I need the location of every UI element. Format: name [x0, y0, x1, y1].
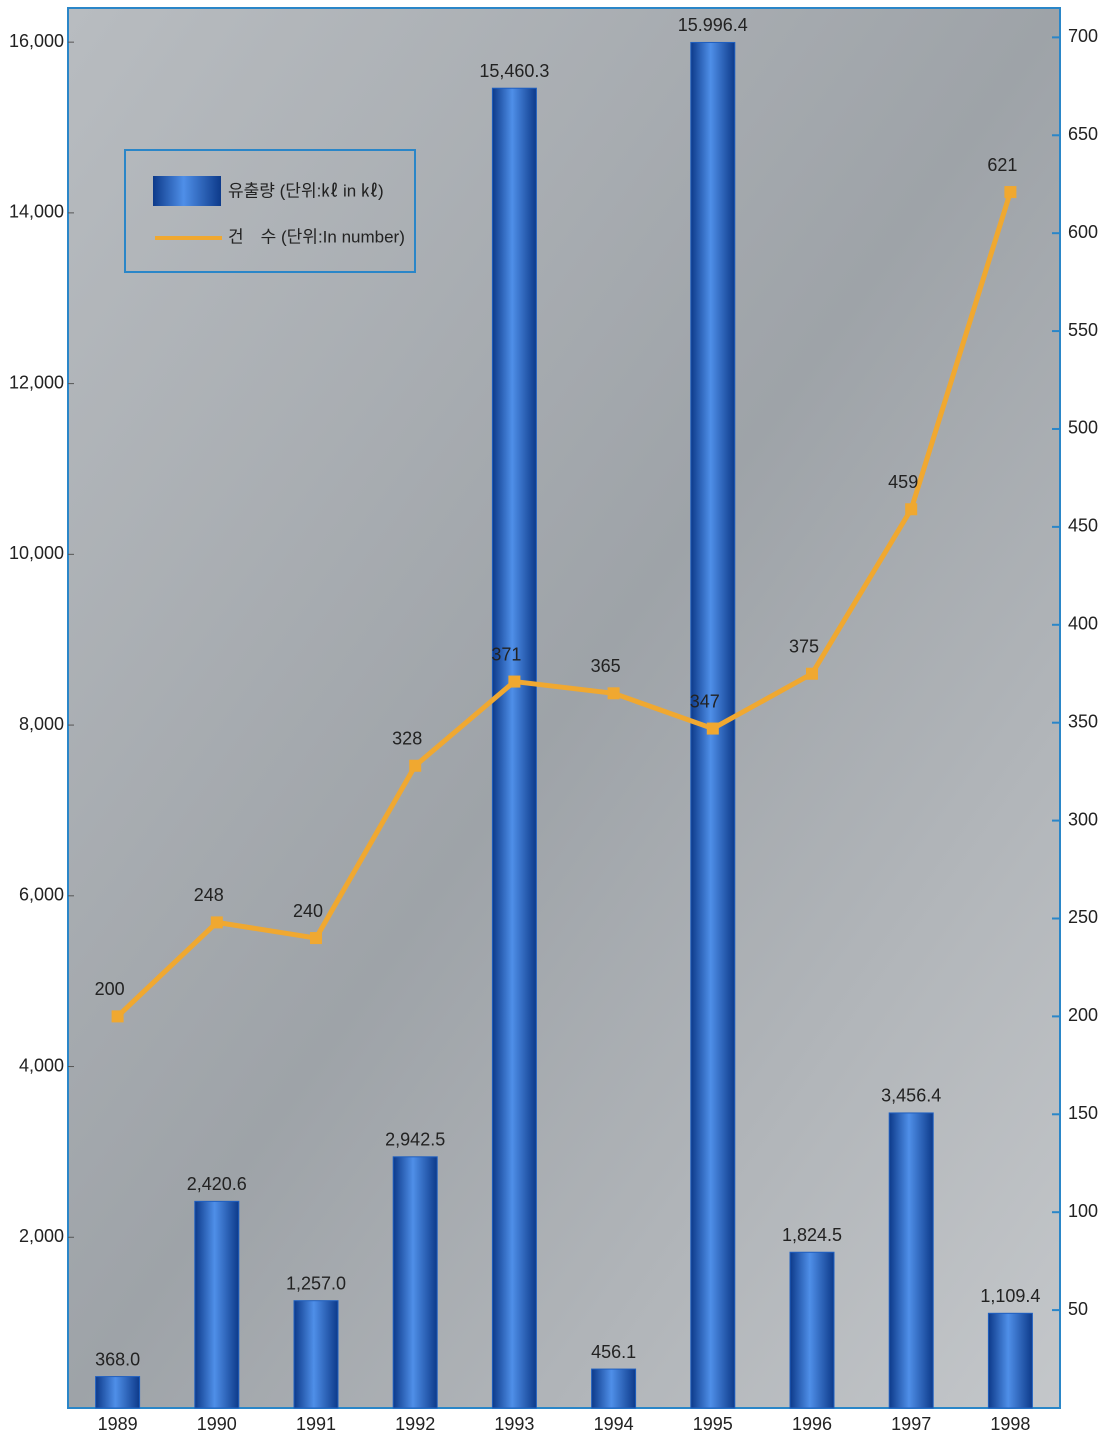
- line-value-label: 200: [95, 979, 125, 999]
- line-value-label: 371: [491, 644, 521, 664]
- y2-tick-label: 500: [1068, 418, 1098, 438]
- line-marker: [409, 759, 422, 772]
- line-value-label: 621: [987, 155, 1017, 175]
- y2-tick-label: 150: [1068, 1103, 1098, 1123]
- bar-value-label: 456.1: [591, 1342, 636, 1362]
- y2-tick-label: 250: [1068, 907, 1098, 927]
- line-value-label: 328: [392, 729, 422, 749]
- bar: [293, 1300, 339, 1409]
- legend-box: [124, 149, 416, 273]
- line-marker: [508, 675, 521, 688]
- x-tick-label: 1989: [98, 1414, 138, 1434]
- legend-swatch: [153, 176, 221, 206]
- x-tick-label: 1994: [594, 1414, 634, 1434]
- x-tick-label: 1998: [990, 1414, 1030, 1434]
- line-marker: [607, 687, 620, 700]
- x-tick-label: 1990: [197, 1414, 237, 1434]
- y2-tick-label: 450: [1068, 516, 1098, 536]
- line-value-label: 347: [690, 691, 720, 711]
- line-marker: [210, 916, 223, 929]
- line-marker: [310, 932, 322, 945]
- line: [115, 191, 1013, 1019]
- line-marker: [1004, 186, 1017, 199]
- x-tick-label: 1995: [693, 1414, 733, 1434]
- legend-label: 건 수 (단위:In number): [228, 227, 405, 246]
- bar-value-label: 1,824.5: [782, 1225, 842, 1245]
- y2-tick-label: 600: [1068, 222, 1098, 242]
- bar: [987, 1312, 1033, 1409]
- y-tick-label: 6,000: [19, 885, 64, 905]
- bar-value-label: 15.996.4: [678, 15, 748, 35]
- bar-value-label: 2,942.5: [385, 1130, 445, 1150]
- bar: [888, 1112, 934, 1409]
- bar-value-label: 2,420.6: [187, 1174, 247, 1194]
- line-value-label: 375: [789, 636, 819, 656]
- bar-value-label: 15,460.3: [479, 61, 549, 81]
- line-marker: [111, 1010, 124, 1023]
- y-tick-label: 4,000: [19, 1055, 64, 1075]
- bar: [591, 1368, 637, 1409]
- y-tick-label: 16,000: [9, 31, 64, 51]
- y2-tick-label: 200: [1068, 1005, 1098, 1025]
- x-tick-label: 1996: [792, 1414, 832, 1434]
- y2-tick-label: 650: [1068, 124, 1098, 144]
- y-tick-label: 10,000: [9, 543, 64, 563]
- x-tick-label: 1992: [395, 1414, 435, 1434]
- y2-tick-label: 300: [1068, 809, 1098, 829]
- line-value-label: 240: [293, 901, 323, 921]
- y2-tick-label: 100: [1068, 1201, 1098, 1221]
- y2-tick-label: 350: [1068, 711, 1098, 731]
- legend-label: 유출량 (단위:㎘ in ㎘): [228, 181, 384, 200]
- line-marker: [706, 722, 719, 735]
- bar-value-label: 368.0: [95, 1349, 140, 1369]
- bar-value-label: 1,257.0: [286, 1273, 346, 1293]
- y-tick-label: 12,000: [9, 372, 64, 392]
- line-value-label: 248: [194, 885, 224, 905]
- line-value-label: 459: [888, 472, 918, 492]
- bar: [789, 1251, 835, 1409]
- y-tick-label: 14,000: [9, 202, 64, 222]
- bar-value-label: 3,456.4: [881, 1086, 941, 1106]
- x-tick-label: 1997: [891, 1414, 931, 1434]
- line-value-label: 365: [591, 656, 621, 676]
- x-tick-label: 1993: [494, 1414, 534, 1434]
- bar: [95, 1376, 141, 1409]
- y2-tick-label: 550: [1068, 320, 1098, 340]
- legend: 유출량 (단위:㎘ in ㎘) 건 수 (단위:In number): [124, 149, 416, 273]
- y-tick-label: 2,000: [19, 1226, 64, 1246]
- y2-tick-label: 700: [1068, 26, 1098, 46]
- bar: [491, 87, 537, 1409]
- x-tick-label: 1991: [296, 1414, 336, 1434]
- bar-value-label: 1,109.4: [980, 1286, 1040, 1306]
- bar: [392, 1156, 438, 1409]
- line-marker: [806, 667, 818, 680]
- line-marker: [905, 503, 918, 516]
- y-tick-label: 8,000: [19, 714, 64, 734]
- y2-tick-label: 50: [1068, 1299, 1088, 1319]
- y2-tick-label: 400: [1068, 614, 1098, 634]
- bar: [194, 1200, 240, 1409]
